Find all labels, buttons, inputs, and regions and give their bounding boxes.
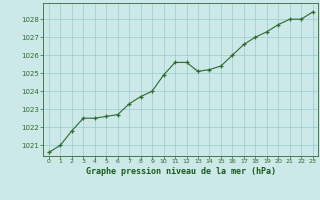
X-axis label: Graphe pression niveau de la mer (hPa): Graphe pression niveau de la mer (hPa) (86, 167, 276, 176)
